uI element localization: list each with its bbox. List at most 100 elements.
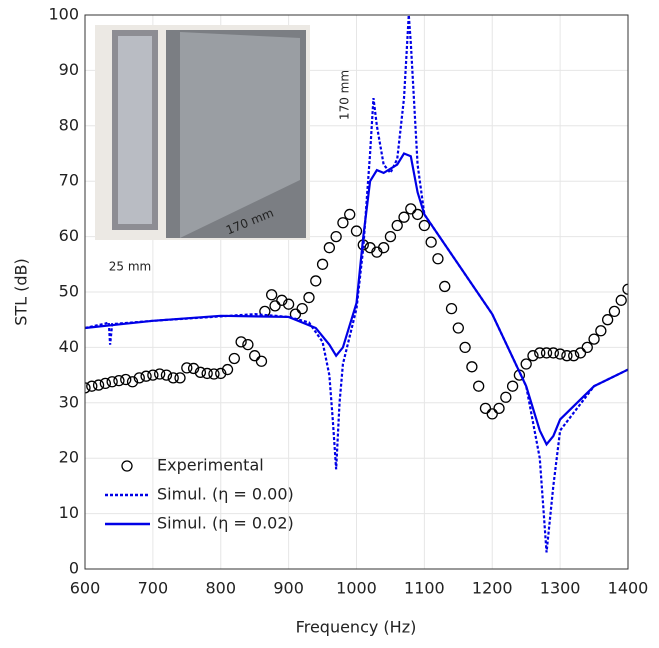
- data-point: [547, 347, 559, 359]
- data-point: [282, 298, 295, 310]
- y-tick-label: 90: [59, 60, 79, 79]
- series-line: [85, 152, 628, 447]
- data-point: [473, 380, 485, 392]
- data-point: [391, 219, 403, 232]
- annotation: 25 mm: [109, 260, 151, 274]
- data-point: [350, 225, 363, 237]
- y-axis-label: STL (dB): [12, 258, 31, 326]
- data-point: [540, 347, 553, 359]
- data-point: [493, 402, 505, 414]
- data-point: [120, 373, 132, 386]
- data-point: [486, 408, 498, 420]
- data-point: [527, 350, 539, 362]
- data-point: [459, 341, 471, 354]
- y-tick-label: 40: [59, 337, 79, 356]
- data-point: [500, 391, 512, 403]
- y-tick-label: 60: [59, 226, 79, 245]
- plot-frame: [84, 14, 629, 570]
- data-point: [208, 368, 220, 380]
- legend-marker: [121, 460, 133, 472]
- data-point: [303, 291, 315, 304]
- data-point: [384, 230, 397, 243]
- data-point: [228, 352, 240, 365]
- y-tick-label: 80: [59, 115, 79, 134]
- data-point: [445, 302, 458, 315]
- data-point: [249, 350, 261, 362]
- data-point: [85, 382, 91, 394]
- data-point: [534, 347, 546, 359]
- x-tick-label: 700: [138, 579, 169, 598]
- data-point: [99, 377, 112, 390]
- data-point: [561, 350, 573, 362]
- data-point: [344, 208, 356, 221]
- x-tick-label: 1100: [404, 579, 445, 598]
- plot-area: [85, 14, 628, 553]
- data-point: [425, 236, 437, 248]
- x-tick-label: 1400: [608, 579, 649, 598]
- data-point: [269, 300, 281, 312]
- data-point: [235, 336, 247, 348]
- y-tick-label: 10: [59, 503, 79, 522]
- data-point: [452, 322, 464, 334]
- data-point: [615, 294, 627, 306]
- inset-photo: [95, 25, 310, 240]
- legend-label: Simul. (η = 0.02): [157, 514, 294, 533]
- data-point: [147, 369, 159, 381]
- annotation: 170 mm: [338, 70, 352, 120]
- legend-label: Simul. (η = 0.00): [157, 485, 294, 504]
- data-point: [418, 219, 431, 232]
- x-tick-label: 900: [273, 579, 304, 598]
- data-point: [201, 367, 213, 380]
- data-point: [405, 203, 417, 215]
- data-point: [466, 361, 478, 373]
- data-point: [187, 362, 200, 375]
- data-point: [154, 368, 166, 380]
- data-point: [595, 325, 607, 337]
- data-point: [622, 283, 628, 295]
- data-point: [133, 372, 145, 384]
- data-point: [377, 242, 390, 254]
- data-point: [106, 376, 118, 388]
- data-point: [601, 314, 614, 326]
- data-point: [520, 358, 532, 370]
- data-point: [432, 253, 444, 265]
- y-tick-label: 100: [48, 5, 79, 24]
- y-tick-label: 0: [69, 559, 79, 578]
- data-point: [330, 230, 342, 243]
- y-tick-label: 70: [59, 171, 79, 190]
- x-tick-label: 1300: [540, 579, 581, 598]
- data-point: [310, 275, 322, 287]
- data-point: [554, 348, 566, 360]
- data-point: [242, 338, 254, 351]
- data-point: [411, 208, 424, 221]
- data-point: [86, 380, 98, 392]
- data-point: [113, 374, 125, 387]
- x-tick-label: 1200: [472, 579, 513, 598]
- data-point: [215, 367, 227, 380]
- data-point: [398, 211, 410, 223]
- data-point: [588, 333, 600, 345]
- data-point: [568, 350, 580, 362]
- y-tick-label: 50: [59, 282, 79, 301]
- data-point: [296, 302, 308, 315]
- data-point: [221, 363, 234, 376]
- panel-surface: [180, 32, 300, 238]
- data-point: [608, 305, 621, 318]
- legend-label: Experimental: [157, 456, 264, 475]
- y-tick-label: 30: [59, 392, 79, 411]
- data-point: [181, 362, 193, 374]
- x-tick-label: 600: [70, 579, 101, 598]
- x-tick-label: 800: [205, 579, 236, 598]
- data-point: [266, 289, 278, 301]
- x-axis-label: Frequency (Hz): [296, 618, 417, 637]
- data-point: [581, 341, 593, 354]
- data-point: [323, 242, 336, 254]
- data-point: [479, 402, 492, 414]
- x-tick-label: 1000: [336, 579, 377, 598]
- data-point: [140, 370, 152, 382]
- data-point: [255, 355, 268, 367]
- data-point: [92, 379, 105, 391]
- data-point: [126, 376, 139, 388]
- data-point: [337, 217, 349, 229]
